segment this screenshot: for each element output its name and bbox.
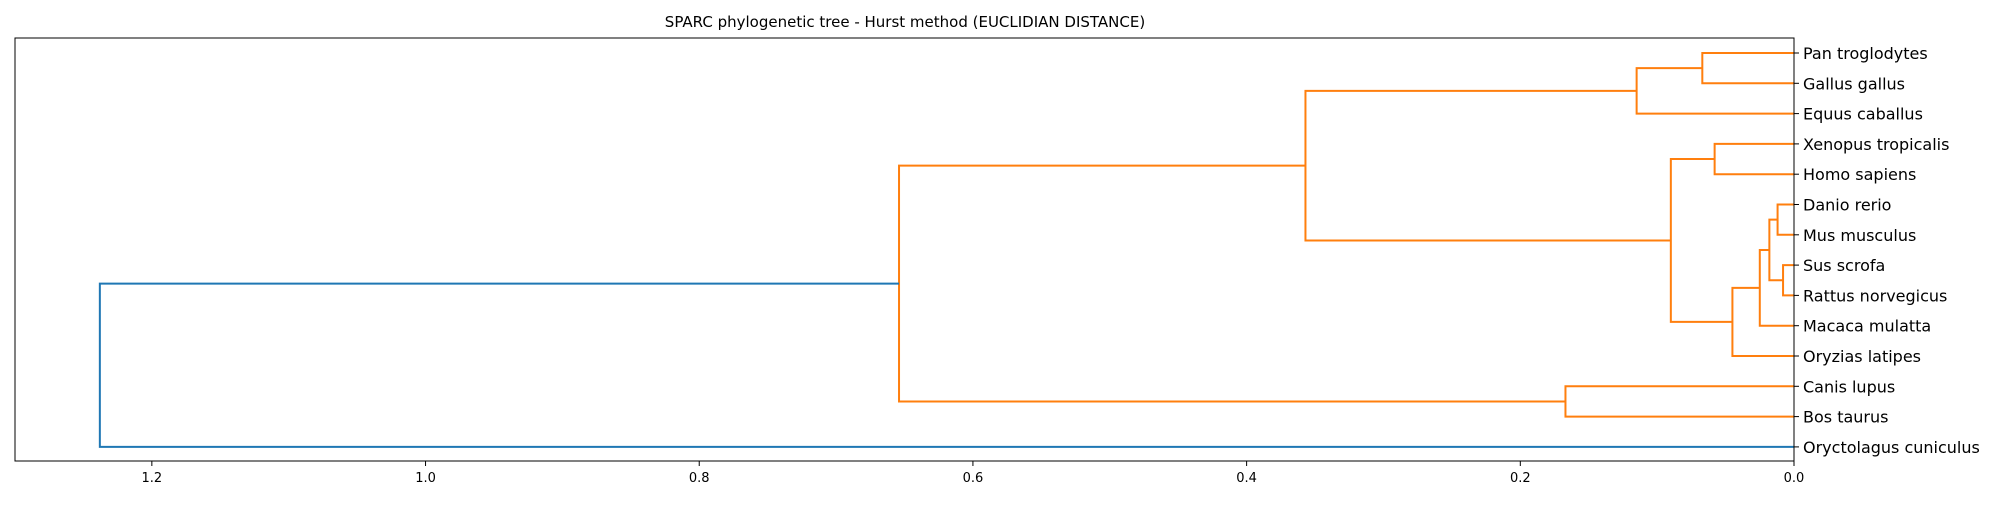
leaf-label: Gallus gallus — [1803, 74, 1905, 93]
leaf-label: Danio rerio — [1803, 196, 1891, 215]
x-tick-label: 0.2 — [1510, 471, 1531, 486]
dendrogram-link-11 — [898, 164, 1566, 403]
leaf-label: Bos taurus — [1803, 408, 1888, 427]
x-tick-label: 0.6 — [963, 471, 984, 486]
x-axis-ticks: 1.2 1.0 0.8 0.6 0.4 0.2 0.0 — [142, 461, 1805, 486]
dendrogram-links — [98, 52, 1794, 448]
dendrogram-link-2 — [1768, 218, 1784, 282]
dendrogram-link-4 — [1731, 286, 1794, 357]
leaf-label: Pan troglodytes — [1803, 44, 1928, 63]
leaf-label: Macaca mulatta — [1803, 317, 1931, 336]
leaf-label: Homo sapiens — [1803, 165, 1916, 184]
x-tick-label: 0.4 — [1236, 471, 1257, 486]
leaf-label: Mus musculus — [1803, 226, 1916, 245]
leaf-label: Sus scrofa — [1803, 256, 1885, 275]
dendrogram-link-0 — [1776, 203, 1794, 236]
leaf-label: Oryzias latipes — [1803, 347, 1921, 366]
x-tick-label: 0.0 — [1784, 471, 1805, 486]
plot-frame — [14, 37, 1795, 462]
dendrogram-link-8 — [1635, 67, 1794, 115]
x-tick-label: 1.0 — [415, 471, 436, 486]
leaf-label: Xenopus tropicalis — [1803, 135, 1949, 154]
dendrogram-link-3 — [1758, 248, 1794, 327]
dendrogram-link-1 — [1782, 264, 1794, 297]
leaf-label: Canis lupus — [1803, 377, 1895, 396]
leaf-label: Oryctolagus cuniculus — [1803, 438, 1980, 457]
leaf-labels: Pan troglodytes Gallus gallus Equus caball… — [1794, 44, 1980, 457]
dendrogram-link-5 — [1713, 142, 1794, 176]
dendrogram-link-9 — [1304, 89, 1671, 242]
leaf-label: Equus caballus — [1803, 105, 1923, 124]
leaf-label: Rattus norvegicus — [1803, 286, 1947, 305]
dendrogram-link-12 — [98, 282, 1794, 448]
dendrogram-link-6 — [1669, 158, 1733, 323]
dendrogram-link-7 — [1701, 52, 1794, 85]
x-tick-label: 0.8 — [689, 471, 710, 486]
dendrogram-link-10 — [1564, 385, 1794, 418]
chart-title: SPARC phylogenetic tree - Hurst method (… — [665, 13, 1145, 31]
x-tick-label: 1.2 — [142, 471, 163, 486]
